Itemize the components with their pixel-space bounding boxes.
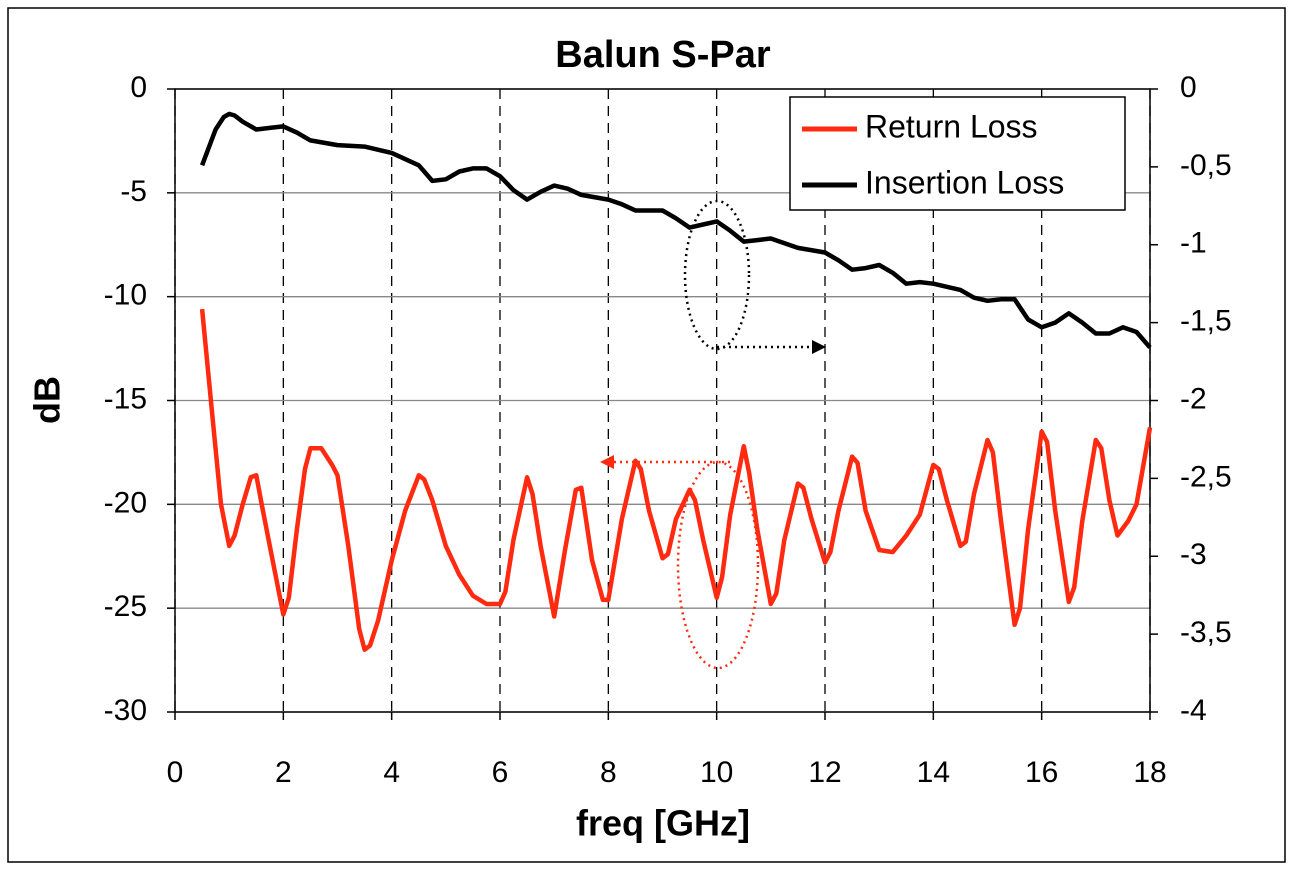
- y-tick-label: -5: [120, 175, 147, 208]
- series-line: [199, 111, 1152, 349]
- y-axis-label: dB: [27, 376, 68, 424]
- y2-tick-label: -3: [1180, 538, 1207, 571]
- arrow-head: [812, 340, 826, 354]
- x-tick-label: 4: [383, 756, 400, 789]
- arrow-head: [600, 455, 614, 469]
- x-tick-label: 6: [492, 756, 509, 789]
- x-tick-label: 8: [600, 756, 617, 789]
- y2-tick-label: -2: [1180, 382, 1207, 415]
- x-tick-label: 0: [167, 756, 184, 789]
- y2-tick-label: -3,5: [1180, 616, 1232, 649]
- series-line: [199, 308, 1153, 652]
- chart-title: Balun S-Par: [555, 34, 771, 76]
- y-tick-label: -20: [104, 486, 147, 519]
- x-axis-label: freq [GHz]: [576, 803, 750, 844]
- y2-tick-label: -1: [1180, 227, 1207, 260]
- y-tick-label: 0: [130, 71, 147, 104]
- y-tick-label: -30: [104, 694, 147, 727]
- y-tick-label: -10: [104, 279, 147, 312]
- annotations: [600, 199, 826, 670]
- legend-label: Return Loss: [865, 108, 1038, 144]
- legend: [789, 96, 1126, 211]
- annotation-ellipse: [676, 460, 760, 670]
- y2-tick-label: -4: [1180, 694, 1207, 727]
- annotation-ellipse: [683, 199, 751, 351]
- x-tick-label: 18: [1133, 756, 1166, 789]
- legend-label: Insertion Loss: [865, 164, 1064, 200]
- x-tick-label: 14: [917, 756, 950, 789]
- x-tick-label: 16: [1025, 756, 1058, 789]
- y2-tick-label: -1,5: [1180, 305, 1232, 338]
- x-tick-label: 12: [808, 756, 841, 789]
- y-tick-label: -15: [104, 382, 147, 415]
- x-tick-label: 10: [700, 756, 733, 789]
- x-tick-label: 2: [275, 756, 292, 789]
- lines: [199, 111, 1153, 652]
- y-tick-label: -25: [104, 590, 147, 623]
- y2-tick-label: -0,5: [1180, 149, 1232, 182]
- y2-tick-label: 0: [1180, 71, 1197, 104]
- y2-tick-label: -2,5: [1180, 460, 1232, 493]
